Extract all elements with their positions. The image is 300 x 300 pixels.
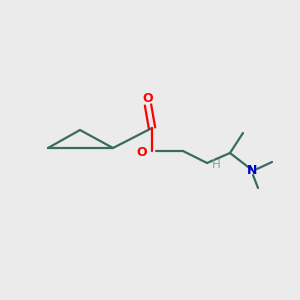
Text: N: N (247, 164, 257, 176)
Text: O: O (143, 92, 153, 104)
Text: O: O (137, 146, 147, 158)
Text: H: H (212, 158, 220, 172)
